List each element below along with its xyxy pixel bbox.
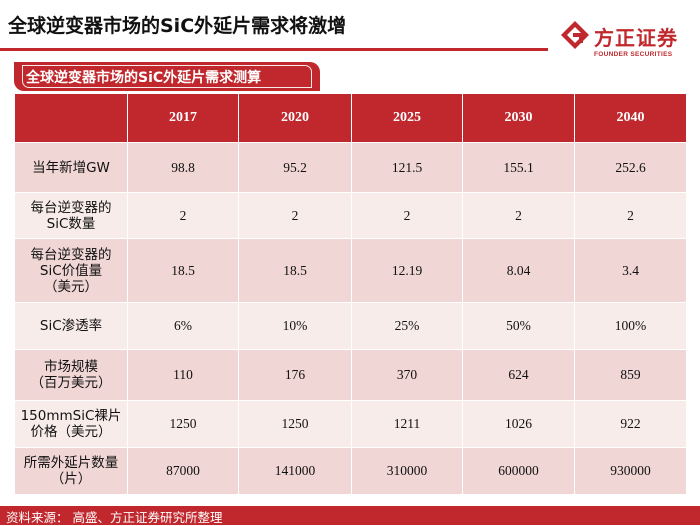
table-row: 每台逆变器的 SiC数量 2 2 2 2 2 bbox=[14, 192, 687, 239]
value-cell: 3.4 bbox=[574, 238, 687, 303]
value-cell: 98.8 bbox=[127, 142, 239, 193]
value-cell: 1250 bbox=[127, 400, 239, 448]
table-title-frame bbox=[22, 65, 312, 88]
table-row: SiC渗透率 6% 10% 25% 50% 100% bbox=[14, 302, 687, 350]
value-cell: 2 bbox=[462, 192, 575, 239]
brand-logo: 方正证券 FOUNDER SECURITIES bbox=[560, 20, 700, 66]
row-label: 当年新增GW bbox=[14, 142, 128, 193]
year-header-2025: 2025 bbox=[351, 93, 463, 143]
value-cell: 370 bbox=[351, 349, 463, 401]
founder-logo-icon bbox=[561, 21, 589, 49]
brand-name-cn: 方正证券 bbox=[594, 26, 678, 50]
table-row: 所需外延片数量 （片） 87000 141000 310000 600000 930000 bbox=[14, 447, 687, 495]
brand-name-en: FOUNDER SECURITIES bbox=[594, 51, 673, 58]
row-label: 每台逆变器的 SiC数量 bbox=[14, 192, 128, 239]
title-divider bbox=[0, 48, 548, 51]
value-cell: 600000 bbox=[462, 447, 575, 495]
value-cell: 6% bbox=[127, 302, 239, 350]
row-label-line: 当年新增GW bbox=[32, 159, 110, 176]
table-title-tab: 全球逆变器市场的SiC外延片需求测算 bbox=[14, 62, 320, 91]
row-label-line: 每台逆变器的 bbox=[30, 246, 112, 263]
source-bar: 资料来源： 高盛、方正证券研究所整理 bbox=[0, 506, 700, 525]
header-corner-cell bbox=[14, 93, 128, 143]
value-cell: 930000 bbox=[574, 447, 687, 495]
value-cell: 87000 bbox=[127, 447, 239, 495]
page-title: 全球逆变器市场的SiC外延片需求将激增 bbox=[8, 15, 347, 37]
row-label-line: 所需外延片数量 bbox=[23, 455, 119, 471]
value-cell: 8.04 bbox=[462, 238, 575, 303]
row-label-line: 价格（美元） bbox=[30, 424, 112, 440]
value-cell: 95.2 bbox=[238, 142, 352, 193]
value-cell: 12.19 bbox=[351, 238, 463, 303]
value-cell: 141000 bbox=[238, 447, 352, 495]
row-label-line: 每台逆变器的 bbox=[30, 199, 112, 216]
table-row: 每台逆变器的 SiC价值量 （美元） 18.5 18.5 12.19 8.04 3.4 bbox=[14, 238, 687, 303]
value-cell: 18.5 bbox=[238, 238, 352, 303]
row-label-line: （美元） bbox=[44, 278, 98, 295]
table-title: 全球逆变器市场的SiC外延片需求测算 bbox=[26, 70, 262, 86]
row-label-line: SiC价值量 bbox=[39, 262, 103, 279]
value-cell: 100% bbox=[574, 302, 687, 350]
row-label: SiC渗透率 bbox=[14, 302, 128, 350]
value-cell: 18.5 bbox=[127, 238, 239, 303]
value-cell: 110 bbox=[127, 349, 239, 401]
source-note: 资料来源： 高盛、方正证券研究所整理 bbox=[6, 510, 223, 525]
row-label: 市场规模 （百万美元） bbox=[14, 349, 128, 401]
value-cell: 2 bbox=[351, 192, 463, 239]
value-cell: 624 bbox=[462, 349, 575, 401]
value-cell: 2 bbox=[574, 192, 687, 239]
table-row: 市场规模 （百万美元） 110 176 370 624 859 bbox=[14, 349, 687, 401]
year-header-2040: 2040 bbox=[574, 93, 687, 143]
value-cell: 121.5 bbox=[351, 142, 463, 193]
row-label: 所需外延片数量 （片） bbox=[14, 447, 128, 495]
value-cell: 922 bbox=[574, 400, 687, 448]
value-cell: 176 bbox=[238, 349, 352, 401]
row-label: 150mmSiC裸片 价格（美元） bbox=[14, 400, 128, 448]
value-cell: 252.6 bbox=[574, 142, 687, 193]
year-header-2030: 2030 bbox=[462, 93, 575, 143]
value-cell: 25% bbox=[351, 302, 463, 350]
value-cell: 310000 bbox=[351, 447, 463, 495]
value-cell: 50% bbox=[462, 302, 575, 350]
table-row: 150mmSiC裸片 价格（美元） 1250 1250 1211 1026 922 bbox=[14, 400, 687, 448]
value-cell: 1211 bbox=[351, 400, 463, 448]
row-label-line: SiC渗透率 bbox=[39, 318, 103, 334]
table-header-row: 2017 2020 2025 2030 2040 bbox=[14, 93, 687, 143]
value-cell: 155.1 bbox=[462, 142, 575, 193]
sic-demand-table: 2017 2020 2025 2030 2040 当年新增GW 98.8 95.2 121.5… bbox=[14, 93, 687, 495]
value-cell: 859 bbox=[574, 349, 687, 401]
row-label-line: SiC数量 bbox=[46, 215, 96, 232]
value-cell: 2 bbox=[127, 192, 239, 239]
row-label-line: 市场规模 bbox=[44, 359, 98, 375]
value-cell: 2 bbox=[238, 192, 352, 239]
value-cell: 1250 bbox=[238, 400, 352, 448]
row-label-line: （片） bbox=[50, 471, 92, 487]
row-label: 每台逆变器的 SiC价值量 （美元） bbox=[14, 238, 128, 303]
table-row: 当年新增GW 98.8 95.2 121.5 155.1 252.6 bbox=[14, 142, 687, 193]
value-cell: 10% bbox=[238, 302, 352, 350]
year-header-2020: 2020 bbox=[238, 93, 352, 143]
row-label-line: 150mmSiC裸片 bbox=[20, 408, 122, 424]
value-cell: 1026 bbox=[462, 400, 575, 448]
row-label-line: （百万美元） bbox=[30, 375, 112, 391]
year-header-2017: 2017 bbox=[127, 93, 239, 143]
